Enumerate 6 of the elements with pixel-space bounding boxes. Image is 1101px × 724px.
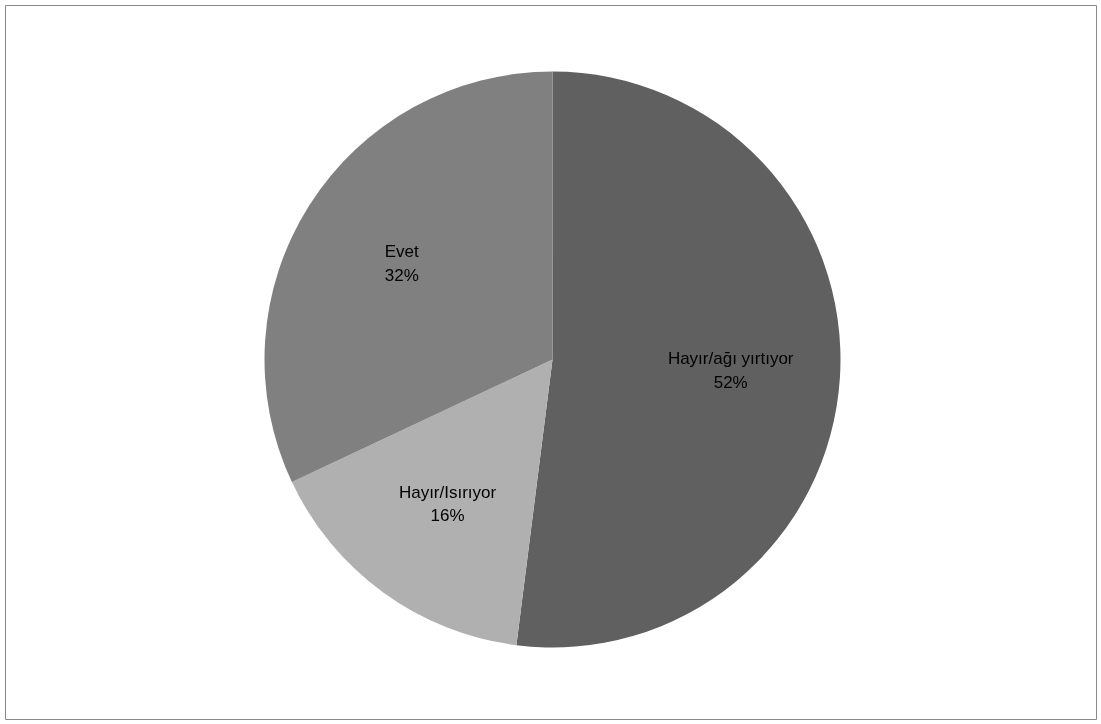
data-label: 16% [430,506,465,526]
slice-label: Hayır/ağı yırtıyor [667,349,794,369]
slice-label: Evet [384,242,420,262]
data-label: 52% [713,373,748,393]
slice-label: Hayır/Isırıyor [398,482,497,502]
data-label: 32% [384,266,419,286]
